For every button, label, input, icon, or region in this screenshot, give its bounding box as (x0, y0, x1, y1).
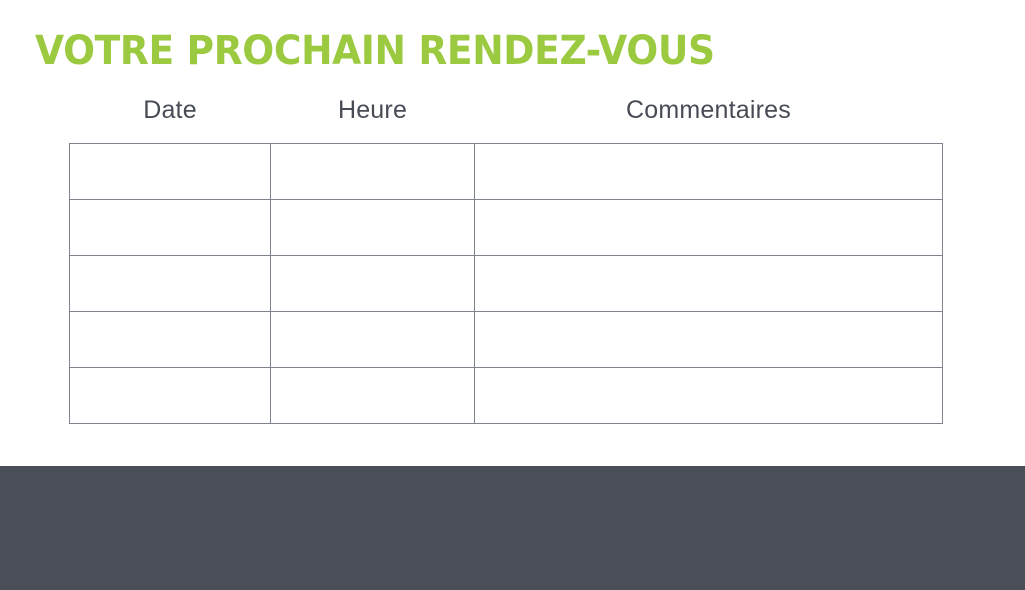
table-row (69, 311, 943, 368)
cell-heure[interactable] (270, 311, 475, 368)
cell-commentaires[interactable] (474, 255, 943, 312)
table-row (69, 255, 943, 312)
appointment-table-container: Date Heure Commentaires (69, 96, 943, 424)
cell-heure[interactable] (270, 143, 475, 200)
cell-date[interactable] (69, 255, 271, 312)
cell-commentaires[interactable] (474, 199, 943, 256)
cell-commentaires[interactable] (474, 311, 943, 368)
column-header-heure: Heure (337, 96, 408, 124)
cell-date[interactable] (69, 311, 271, 368)
table-header: Date Heure Commentaires (70, 96, 943, 144)
cell-commentaires[interactable] (474, 143, 943, 200)
cell-commentaires[interactable] (474, 367, 943, 424)
page-title: VOTRE PROCHAIN RENDEZ-VOUS (35, 28, 715, 74)
table-row (69, 143, 943, 200)
title-block: VOTRE PROCHAIN RENDEZ-VOUS (35, 28, 975, 80)
column-header-date: Date (143, 96, 197, 124)
table-row (69, 367, 943, 424)
cell-heure[interactable] (270, 199, 475, 256)
cell-date[interactable] (69, 367, 271, 424)
table-row (69, 199, 943, 256)
cell-date[interactable] (69, 199, 271, 256)
column-header-commentaires: Commentaires (626, 96, 791, 124)
table-header-row: Date Heure Commentaires (70, 96, 943, 144)
appointment-table: Date Heure Commentaires (69, 96, 943, 424)
footer-band (0, 466, 1025, 590)
cell-heure[interactable] (270, 367, 475, 424)
cell-heure[interactable] (270, 255, 475, 312)
cell-date[interactable] (69, 143, 271, 200)
table-body (69, 143, 943, 424)
